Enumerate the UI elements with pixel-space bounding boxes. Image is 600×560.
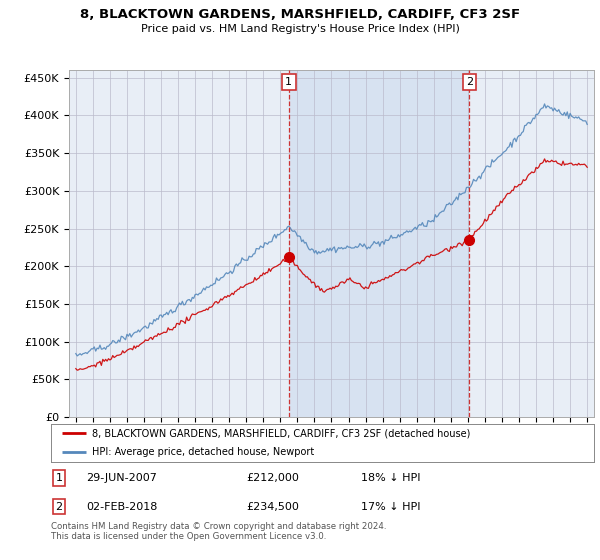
Text: 02-FEB-2018: 02-FEB-2018	[86, 502, 158, 512]
Text: Contains HM Land Registry data © Crown copyright and database right 2024.
This d: Contains HM Land Registry data © Crown c…	[51, 522, 386, 542]
Text: 18% ↓ HPI: 18% ↓ HPI	[361, 473, 420, 483]
Text: Price paid vs. HM Land Registry's House Price Index (HPI): Price paid vs. HM Land Registry's House …	[140, 24, 460, 34]
Text: £234,500: £234,500	[247, 502, 299, 512]
Text: 29-JUN-2007: 29-JUN-2007	[86, 473, 157, 483]
Text: 17% ↓ HPI: 17% ↓ HPI	[361, 502, 420, 512]
Text: HPI: Average price, detached house, Newport: HPI: Average price, detached house, Newp…	[92, 447, 314, 458]
Text: 8, BLACKTOWN GARDENS, MARSHFIELD, CARDIFF, CF3 2SF (detached house): 8, BLACKTOWN GARDENS, MARSHFIELD, CARDIF…	[92, 428, 470, 438]
Text: 2: 2	[466, 77, 473, 87]
Text: 2: 2	[56, 502, 63, 512]
Text: 1: 1	[285, 77, 292, 87]
Bar	[289, 70, 469, 417]
Text: 1: 1	[56, 473, 62, 483]
Text: £212,000: £212,000	[247, 473, 299, 483]
Text: 8, BLACKTOWN GARDENS, MARSHFIELD, CARDIFF, CF3 2SF: 8, BLACKTOWN GARDENS, MARSHFIELD, CARDIF…	[80, 8, 520, 21]
